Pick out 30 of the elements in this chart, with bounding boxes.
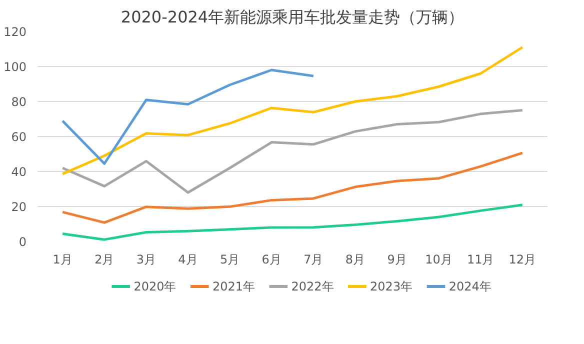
legend-label: 2023年 <box>370 280 413 294</box>
y-tick-label: 120 <box>4 25 26 39</box>
x-tick-label: 11月 <box>466 252 494 266</box>
y-tick-label: 20 <box>11 200 27 214</box>
line-series <box>61 109 524 194</box>
legend-label: 2020年 <box>134 280 176 294</box>
x-tick-label: 7月 <box>304 252 324 266</box>
x-tick-label: 10月 <box>425 252 452 266</box>
y-tick-label: 40 <box>11 165 27 179</box>
line-series <box>61 152 524 224</box>
x-tick-label: 2月 <box>94 252 114 266</box>
y-tick-label: 0 <box>18 235 27 249</box>
y-tick-label: 60 <box>11 130 27 144</box>
line-series <box>61 204 524 241</box>
line-series <box>61 68 315 165</box>
x-tick-label: 3月 <box>136 252 156 266</box>
x-tick-label: 6月 <box>262 252 282 266</box>
chart-title: 2020-2024年新能源乘用车批发量走势（万辆） <box>120 8 464 26</box>
x-tick-label: 1月 <box>52 252 72 266</box>
x-tick-label: 5月 <box>220 252 240 266</box>
y-tick-label: 100 <box>4 60 26 74</box>
y-tick-label: 80 <box>11 95 27 109</box>
legend-label: 2024年 <box>448 280 492 294</box>
line-series <box>61 46 524 176</box>
legend-label: 2022年 <box>291 280 334 294</box>
x-tick-label: 12月 <box>508 252 536 266</box>
x-tick-label: 8月 <box>345 252 366 266</box>
x-tick-label: 4月 <box>178 252 198 266</box>
legend-label: 2021年 <box>212 280 256 294</box>
x-tick-label: 9月 <box>387 252 407 266</box>
